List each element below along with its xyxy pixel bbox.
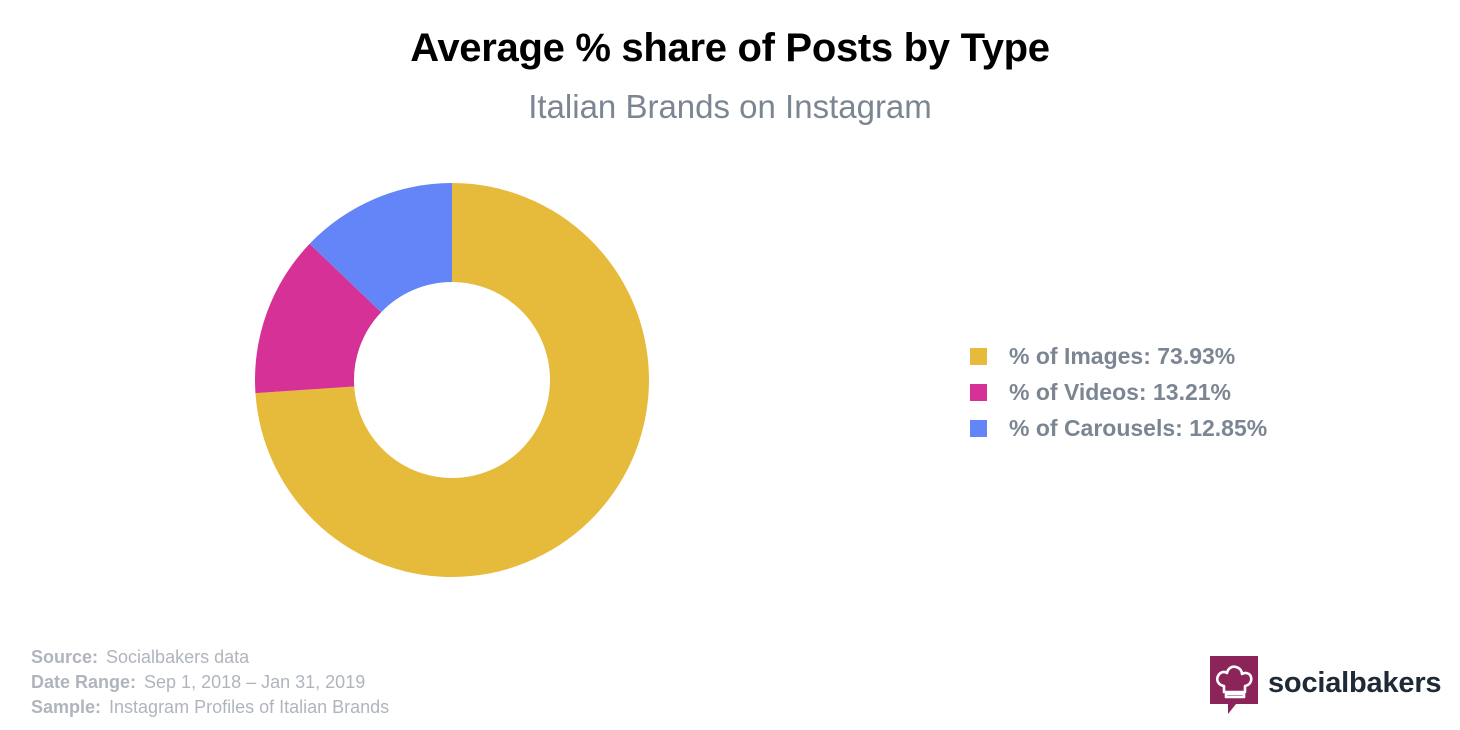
- legend-swatch: [970, 383, 987, 401]
- legend-item-videos: % of Videos: 13.21%: [970, 374, 1267, 410]
- brand-logo: socialbakers: [1210, 656, 1442, 716]
- legend-label: % of Videos: 13.21%: [1009, 378, 1231, 405]
- brand-name: socialbakers: [1268, 666, 1442, 699]
- legend-label: % of Carousels: 12.85%: [1009, 414, 1268, 441]
- source-notes: Source: Socialbakers data Date Range: Sep …: [31, 645, 389, 720]
- sample-value: Instagram Profiles of Italian Brands: [109, 697, 390, 717]
- donut-slice-ofcarousels: [309, 183, 452, 313]
- donut-slice-ofimages: [255, 183, 650, 577]
- chart-subtitle: Italian Brands on Instagram: [528, 88, 932, 125]
- legend-swatch: [970, 347, 987, 365]
- legend-swatch: [970, 419, 987, 437]
- source-line: Source: Socialbakers data: [31, 645, 389, 670]
- source-label: Source:: [31, 647, 99, 667]
- date-range-value: Sep 1, 2018 – Jan 31, 2019: [144, 672, 366, 692]
- legend-item-images: % of Images: 73.93%: [970, 338, 1267, 374]
- date-range-line: Date Range: Sep 1, 2018 – Jan 31, 2019: [31, 670, 389, 695]
- sample-line: Sample: Instagram Profiles of Italian Bra…: [31, 695, 389, 720]
- chart-legend: % of Images: 73.93% % of Videos: 13.21% …: [970, 338, 1267, 446]
- chart-title: Average % share of Posts by Type: [410, 26, 1050, 70]
- chef-hat-icon: [1210, 656, 1258, 714]
- donut-slice-ofvideos: [255, 243, 382, 394]
- source-value: Socialbakers data: [106, 647, 250, 667]
- date-range-label: Date Range:: [31, 672, 137, 692]
- legend-item-carousels: % of Carousels: 12.85%: [970, 410, 1267, 446]
- sample-label: Sample:: [31, 697, 102, 717]
- legend-label: % of Images: 73.93%: [1009, 342, 1236, 369]
- donut-chart: [255, 183, 650, 577]
